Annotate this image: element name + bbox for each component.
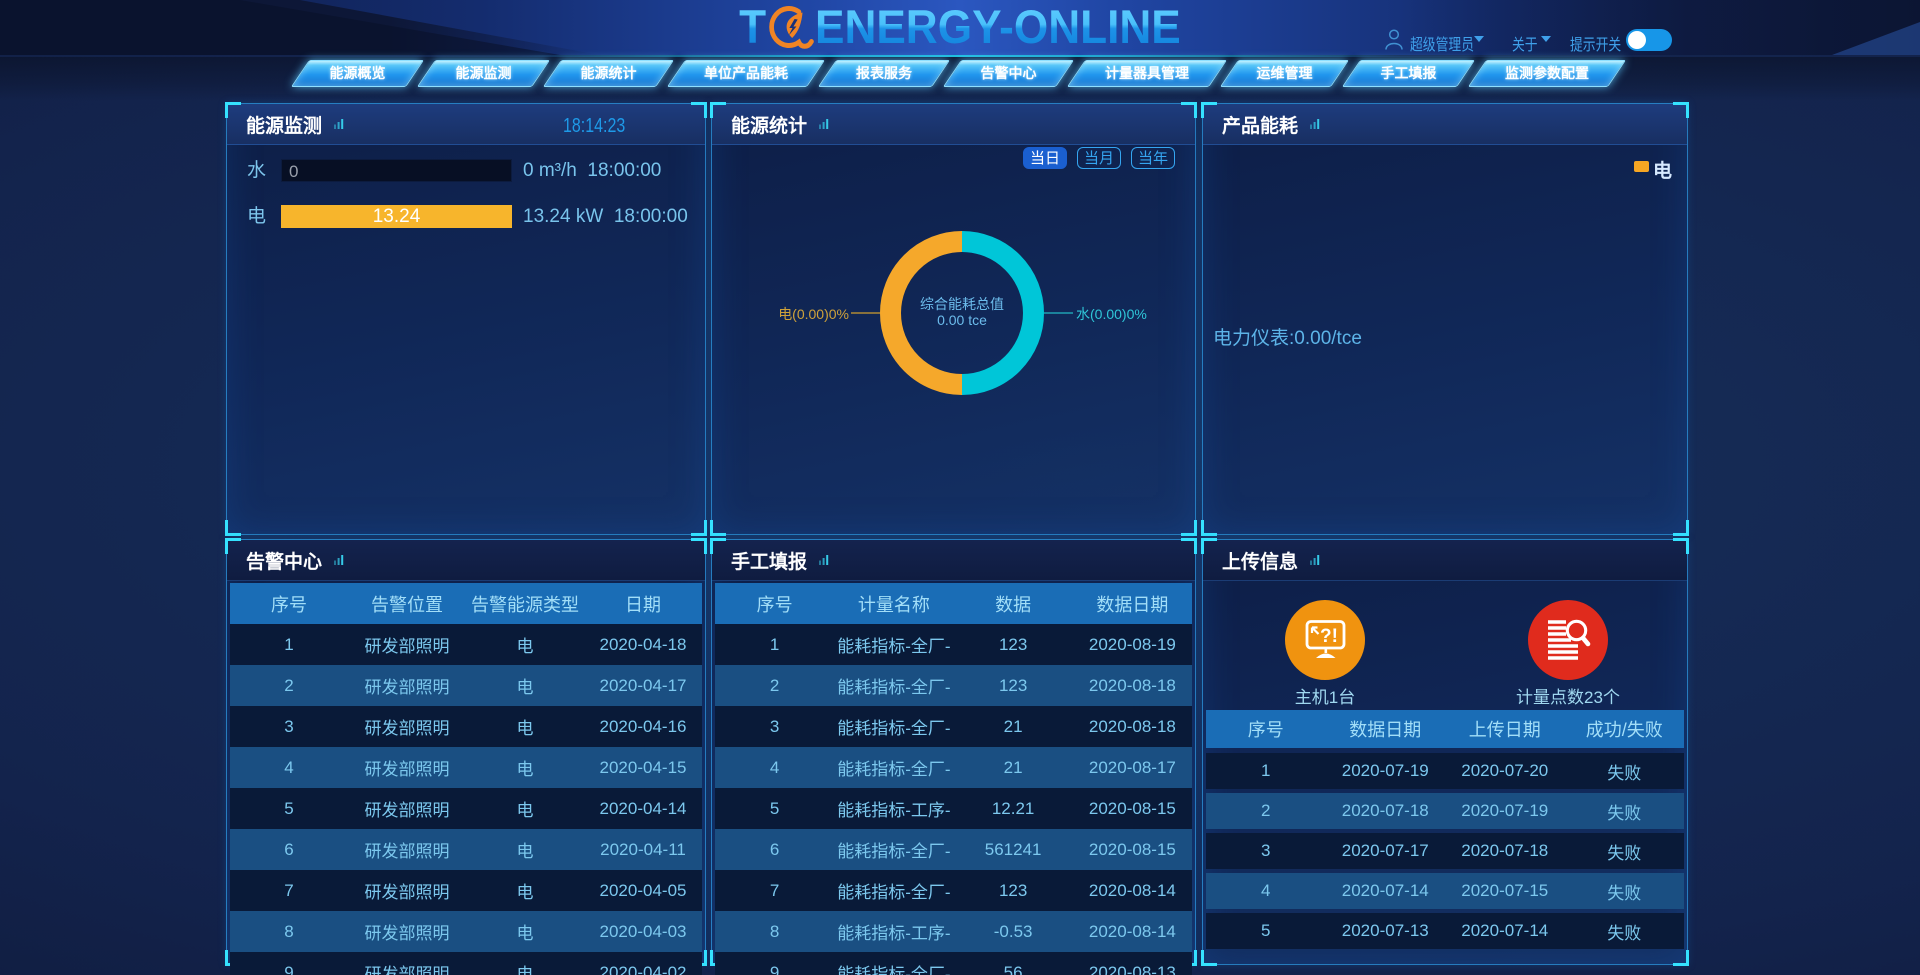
svg-text:?!: ?!: [1320, 626, 1338, 647]
